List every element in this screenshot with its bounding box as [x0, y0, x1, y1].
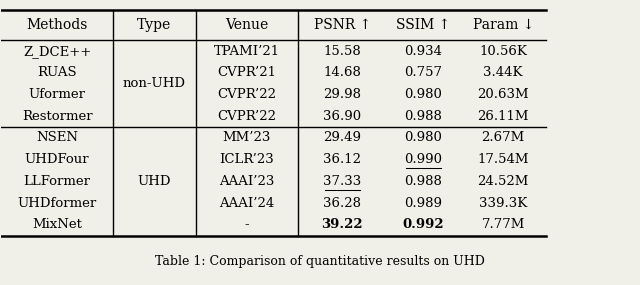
Text: 14.68: 14.68: [323, 66, 361, 80]
Text: 17.54M: 17.54M: [477, 153, 529, 166]
Text: 0.980: 0.980: [404, 131, 442, 144]
Text: 26.11M: 26.11M: [477, 110, 529, 123]
Text: RUAS: RUAS: [37, 66, 77, 80]
Text: 0.992: 0.992: [403, 218, 444, 231]
Text: 39.22: 39.22: [321, 218, 363, 231]
Text: 3.44K: 3.44K: [483, 66, 523, 80]
Text: CVPR’22: CVPR’22: [217, 88, 276, 101]
Text: 0.757: 0.757: [404, 66, 442, 80]
Text: 0.990: 0.990: [404, 153, 442, 166]
Text: 0.980: 0.980: [404, 88, 442, 101]
Text: 36.12: 36.12: [323, 153, 362, 166]
Text: 15.58: 15.58: [323, 45, 361, 58]
Text: -: -: [244, 218, 249, 231]
Text: 20.63M: 20.63M: [477, 88, 529, 101]
Text: Param ↓: Param ↓: [472, 18, 534, 32]
Text: 10.56K: 10.56K: [479, 45, 527, 58]
Text: UHDformer: UHDformer: [17, 197, 97, 209]
Text: 24.52M: 24.52M: [477, 175, 529, 188]
Text: Type: Type: [137, 18, 172, 32]
Text: non-UHD: non-UHD: [123, 77, 186, 90]
Text: UHDFour: UHDFour: [25, 153, 90, 166]
Text: Uformer: Uformer: [29, 88, 86, 101]
Text: AAAI’23: AAAI’23: [219, 175, 275, 188]
Text: 37.33: 37.33: [323, 175, 362, 188]
Text: MM’23: MM’23: [223, 131, 271, 144]
Text: SSIM ↑: SSIM ↑: [396, 18, 451, 32]
Text: ICLR’23: ICLR’23: [220, 153, 274, 166]
Text: Table 1: Comparison of quantitative results on UHD: Table 1: Comparison of quantitative resu…: [155, 255, 485, 268]
Text: 0.934: 0.934: [404, 45, 442, 58]
Text: 29.98: 29.98: [323, 88, 362, 101]
Text: 0.988: 0.988: [404, 110, 442, 123]
Text: 2.67M: 2.67M: [481, 131, 525, 144]
Text: 0.988: 0.988: [404, 175, 442, 188]
Text: UHD: UHD: [138, 175, 171, 188]
Text: PSNR ↑: PSNR ↑: [314, 18, 371, 32]
Text: 36.28: 36.28: [323, 197, 362, 209]
Text: CVPR’21: CVPR’21: [217, 66, 276, 80]
Text: Venue: Venue: [225, 18, 268, 32]
Text: TPAMI’21: TPAMI’21: [214, 45, 280, 58]
Text: 36.90: 36.90: [323, 110, 362, 123]
Text: NSEN: NSEN: [36, 131, 78, 144]
Text: MixNet: MixNet: [32, 218, 82, 231]
Text: Restormer: Restormer: [22, 110, 92, 123]
Text: 7.77M: 7.77M: [481, 218, 525, 231]
Text: 0.989: 0.989: [404, 197, 442, 209]
Text: Methods: Methods: [26, 18, 88, 32]
Text: 339.3K: 339.3K: [479, 197, 527, 209]
Text: Z_DCE++: Z_DCE++: [23, 45, 92, 58]
Text: CVPR’22: CVPR’22: [217, 110, 276, 123]
Text: AAAI’24: AAAI’24: [219, 197, 275, 209]
Text: LLFormer: LLFormer: [24, 175, 91, 188]
Text: 29.49: 29.49: [323, 131, 362, 144]
